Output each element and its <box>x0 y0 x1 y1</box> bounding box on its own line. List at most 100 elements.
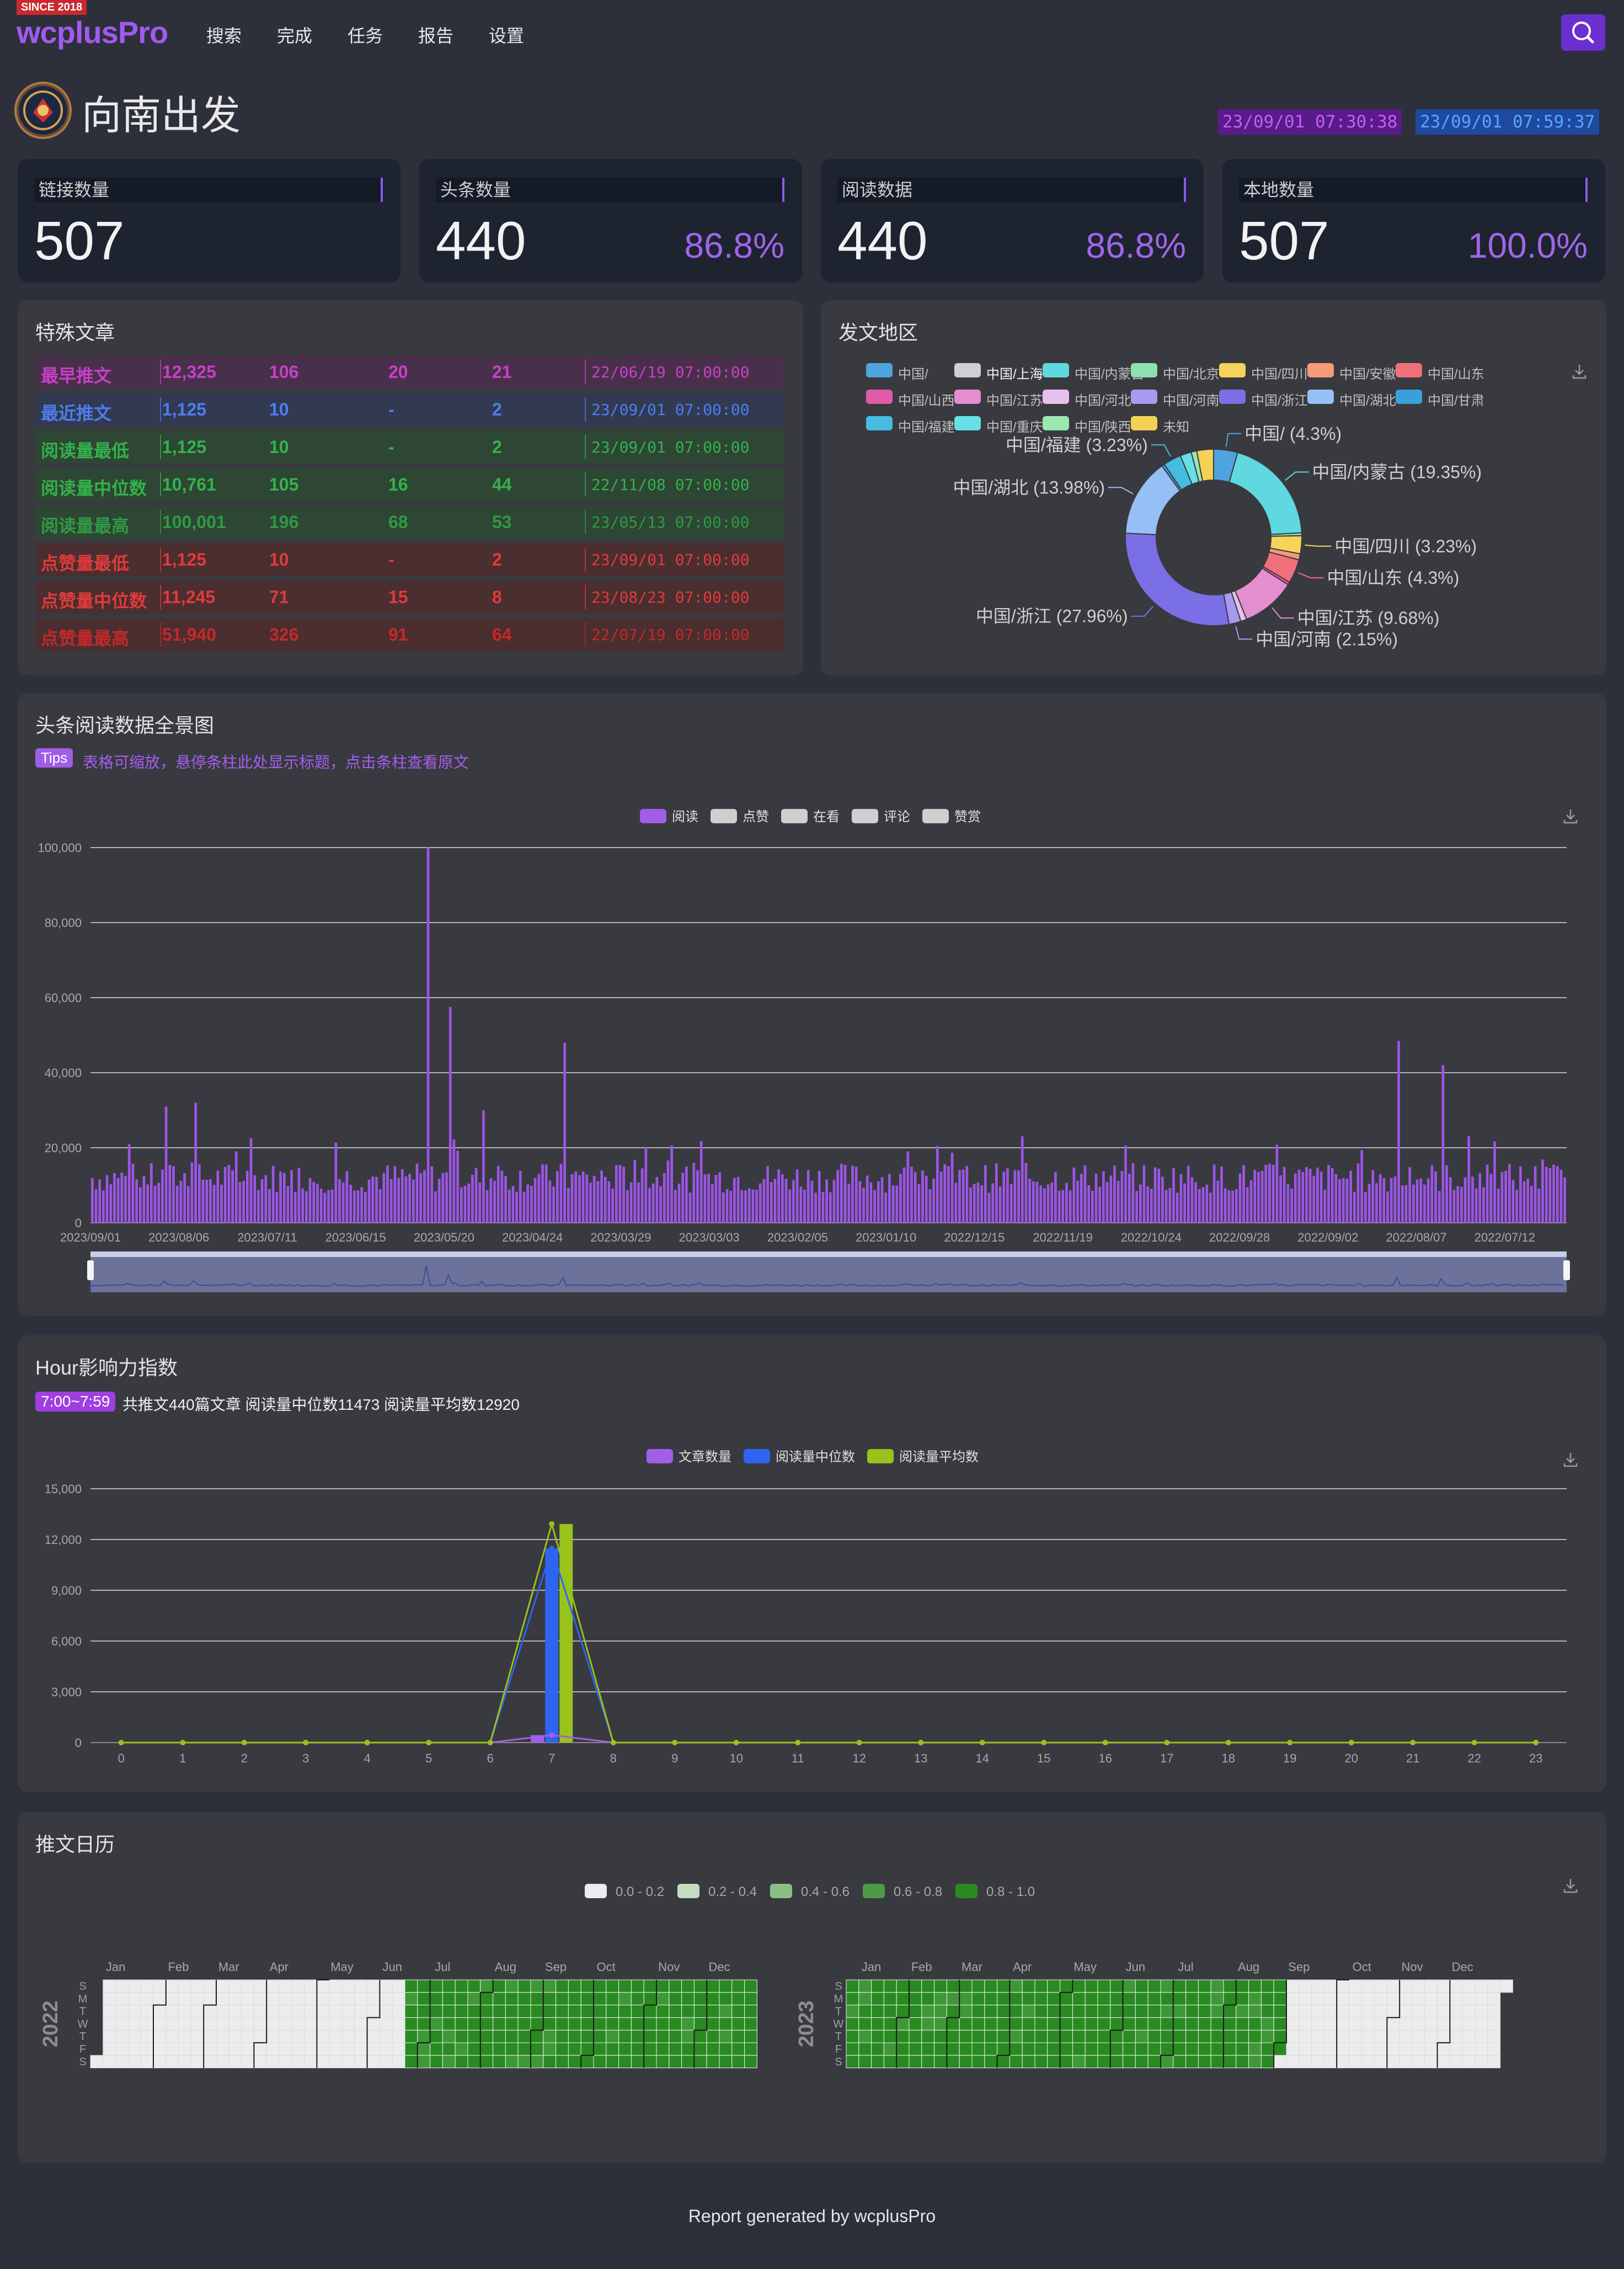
calendar-day-cell <box>178 1992 191 2006</box>
calendar-day-cell <box>1399 1979 1413 1993</box>
calendar-day-cell <box>1349 2017 1363 2031</box>
calendar-day-cell <box>1060 2005 1073 2018</box>
legend-swatch[interactable] <box>1396 363 1422 377</box>
bar <box>939 1171 943 1223</box>
series-point <box>549 1546 555 1552</box>
bar <box>659 1186 662 1223</box>
legend-label[interactable]: 中国/江苏 <box>986 393 1043 408</box>
overview-bar-chart[interactable]: 阅读 点赞 在看 评论 赞赏 0 20,000 40,000 60,000 80,000 100,0… <box>18 693 1606 1315</box>
x-tick-label: 2023/06/15 <box>325 1231 386 1244</box>
legend-swatch <box>744 1449 770 1463</box>
special-article-row[interactable]: 最早推文 12,325 106 20 21 22/06/19 07:00:00 <box>35 355 784 388</box>
legend-label[interactable]: 中国/河南 <box>1163 393 1220 408</box>
calendar-day-cell <box>669 2055 682 2069</box>
legend-label[interactable]: 中国/陕西 <box>1075 420 1131 435</box>
legend-label[interactable]: 中国/ <box>898 367 928 382</box>
bar <box>674 1190 677 1223</box>
bar <box>600 1170 603 1223</box>
download-icon[interactable] <box>1561 807 1580 825</box>
legend-label[interactable]: 中国/湖北 <box>1339 393 1396 408</box>
legend-label[interactable]: 中国/山东 <box>1428 367 1484 382</box>
calendar-day-cell <box>1248 2005 1262 2018</box>
bar <box>880 1177 884 1223</box>
legend-label[interactable]: 中国/福建 <box>898 420 955 435</box>
legend-label[interactable]: 中国/安徽 <box>1339 367 1396 382</box>
calendar-day-cell <box>455 2017 468 2031</box>
hour-chart[interactable]: 文章数量 阅读量中位数 阅读量平均数03,0006,0009,00012,00015… <box>18 1335 1606 1792</box>
legend-swatch[interactable] <box>1131 390 1157 404</box>
calendar-day-cell <box>871 1979 884 1993</box>
legend-swatch[interactable] <box>1131 363 1157 377</box>
calendar-day-cell <box>455 2005 468 2018</box>
legend-swatch[interactable] <box>954 416 981 430</box>
column-divider <box>585 472 586 497</box>
legend-swatch[interactable] <box>1307 390 1334 404</box>
legend-swatch[interactable] <box>954 390 981 404</box>
calendar-day-cell <box>1323 2005 1337 2018</box>
legend-swatch[interactable] <box>954 363 981 377</box>
legend-label[interactable]: 中国/河北 <box>1075 393 1131 408</box>
special-article-row[interactable]: 点赞量最低 1,125 10 - 2 23/09/01 07:00:00 <box>35 543 784 576</box>
legend-label[interactable]: 中国/浙江 <box>1251 393 1308 408</box>
bar <box>1224 1188 1227 1223</box>
legend-swatch[interactable] <box>1131 416 1157 430</box>
special-article-row[interactable]: 点赞量最高 51,940 326 91 64 22/07/19 07:00:00 <box>35 618 784 651</box>
calendar-day-cell <box>1034 1992 1048 2006</box>
special-article-row[interactable]: 阅读量最低 1,125 10 - 2 23/09/01 07:00:00 <box>35 430 784 464</box>
download-icon[interactable] <box>1561 1876 1580 1895</box>
calendar-heatmap[interactable]: 0.0 - 0.2 0.2 - 0.4 0.4 - 0.6 0.6 - 0.8 0.8 … <box>18 1812 1606 2163</box>
search-button[interactable] <box>1561 14 1605 51</box>
bar <box>127 1144 131 1223</box>
legend-swatch[interactable] <box>1396 390 1422 404</box>
calendar-day-cell <box>656 2055 670 2069</box>
legend-swatch[interactable] <box>1307 363 1334 377</box>
legend-label[interactable]: 中国/山西 <box>898 393 955 408</box>
bar <box>220 1184 223 1223</box>
legend-label[interactable]: 中国/重庆 <box>986 420 1043 435</box>
legend-swatch[interactable] <box>866 416 893 430</box>
special-article-row[interactable]: 最近推文 1,125 10 - 2 23/09/01 07:00:00 <box>35 393 784 426</box>
legend-label[interactable]: 未知 <box>1163 420 1189 435</box>
legend-label[interactable]: 中国/四川 <box>1251 367 1308 382</box>
nav-item-tasks[interactable]: 任务 <box>348 26 383 46</box>
calendar-day-cell <box>1462 1979 1476 1993</box>
legend-label[interactable]: 中国/甘肃 <box>1428 393 1484 408</box>
legend-swatch[interactable] <box>1043 363 1069 377</box>
calendar-day-cell <box>228 2055 242 2069</box>
bar <box>245 1170 249 1223</box>
calendar-day-cell <box>1072 2042 1086 2056</box>
special-article-row[interactable]: 阅读量最高 100,001 196 68 53 23/05/13 07:00:00 <box>35 505 784 539</box>
legend-swatch[interactable] <box>1043 390 1069 404</box>
calendar-day-cell <box>1147 2055 1161 2069</box>
legend-label[interactable]: 中国/上海 <box>986 367 1043 382</box>
month-border <box>1386 1980 1401 2068</box>
bar <box>637 1182 640 1223</box>
series-point <box>1471 1740 1477 1745</box>
legend-swatch[interactable] <box>1219 363 1246 377</box>
calendar-day-cell <box>1323 1979 1337 1993</box>
bar <box>1548 1168 1552 1223</box>
download-icon[interactable] <box>1570 362 1589 381</box>
bar <box>1438 1191 1441 1223</box>
calendar-day-cell <box>1475 2042 1488 2056</box>
nav-item-done[interactable]: 完成 <box>277 26 313 46</box>
calendar-day-cell <box>921 2042 935 2056</box>
nav-item-search[interactable]: 搜索 <box>206 26 242 46</box>
calendar-day-cell <box>631 2030 644 2043</box>
legend-swatch[interactable] <box>1043 416 1069 430</box>
legend-swatch[interactable] <box>866 363 893 377</box>
special-article-row[interactable]: 点赞量中位数 11,245 71 15 8 23/08/23 07:00:00 <box>35 580 784 614</box>
logo[interactable]: wcplusPro <box>17 15 168 50</box>
calendar-day-cell <box>203 1992 217 2006</box>
nav-item-settings[interactable]: 设置 <box>489 26 525 46</box>
month-label: Oct <box>597 1960 616 1974</box>
legend-swatch[interactable] <box>866 390 893 404</box>
series-point <box>487 1740 493 1745</box>
download-icon[interactable] <box>1561 1450 1580 1469</box>
nav-item-reports[interactable]: 报告 <box>418 26 454 46</box>
calendar-day-cell <box>731 2005 745 2018</box>
special-article-row[interactable]: 阅读量中位数 10,761 105 16 44 22/11/08 07:00:00 <box>35 468 784 501</box>
calendar-day-cell <box>1160 2042 1174 2056</box>
legend-label[interactable]: 中国/北京 <box>1163 367 1220 382</box>
legend-swatch[interactable] <box>1219 390 1246 404</box>
